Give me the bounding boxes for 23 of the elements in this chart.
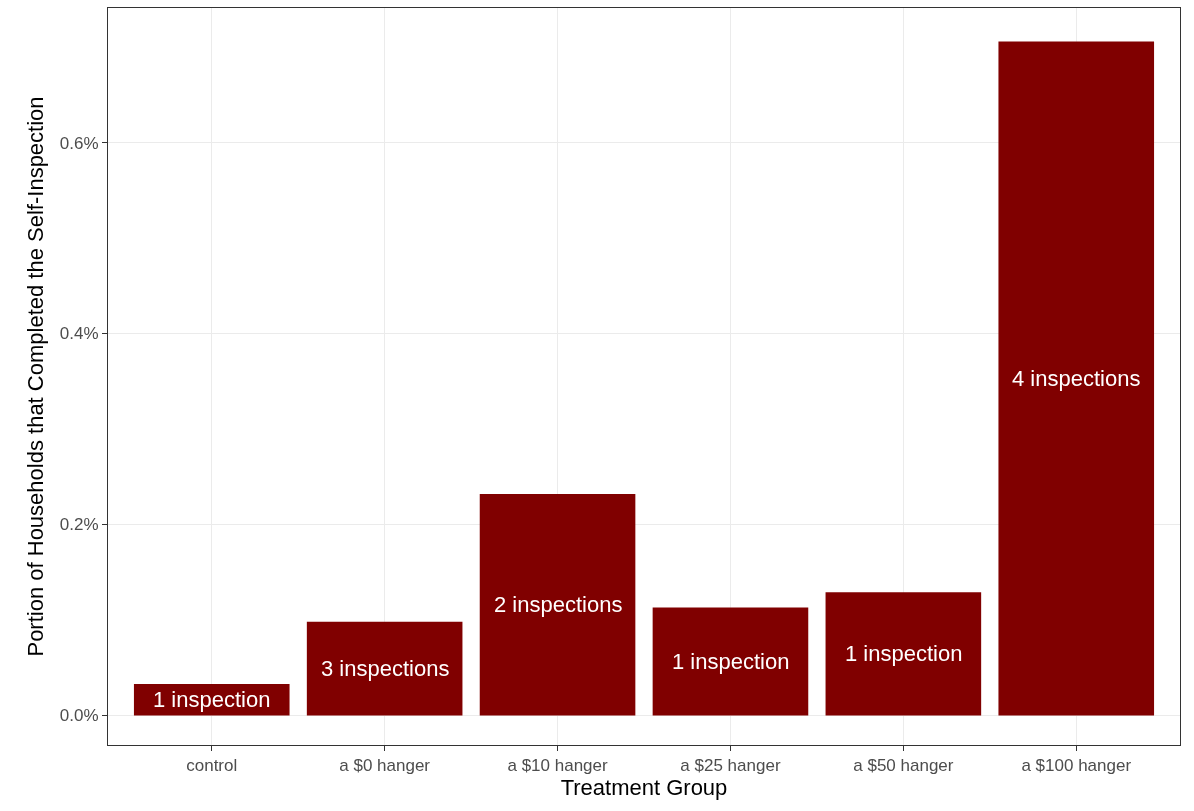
annotation: 1 inspection: [672, 649, 790, 674]
annotation: 2 inspections: [494, 592, 623, 617]
annotation: 3 inspections: [321, 656, 450, 681]
y-tick-label: 0.6%: [59, 133, 99, 153]
annotation: 1 inspection: [153, 687, 271, 712]
x-tick-label: a $100 hanger: [1021, 756, 1132, 776]
x-tick-label: control: [186, 756, 238, 776]
annotation: 4 inspections: [1012, 366, 1141, 391]
x-tick-label: a $10 hanger: [507, 756, 608, 776]
bar: [825, 592, 982, 716]
annotation: 1 inspection: [845, 641, 963, 666]
y-tick-label: 0.4%: [59, 324, 99, 344]
bar: [479, 493, 636, 716]
bar: [998, 41, 1155, 716]
x-tick-label: a $0 hanger: [339, 756, 431, 776]
bar: [306, 621, 463, 716]
x-tick-label: a $25 hanger: [680, 756, 781, 776]
bar: [652, 607, 809, 716]
y-tick-label: 0.0%: [59, 706, 99, 726]
y-tick-label: 0.2%: [59, 515, 99, 535]
x-axis-title: Treatment Group: [560, 775, 728, 801]
x-tick-label: a $50 hanger: [853, 756, 954, 776]
y-axis-title: Portion of Households that Completed the Self-Inspection: [22, 96, 48, 657]
